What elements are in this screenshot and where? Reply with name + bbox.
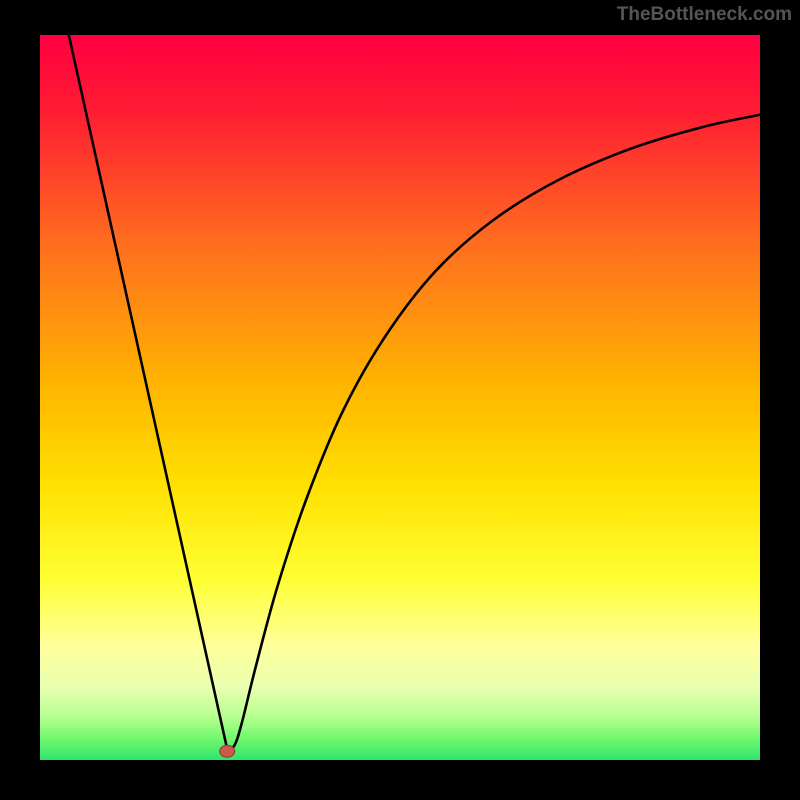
chart-svg xyxy=(0,0,800,800)
optimum-marker xyxy=(220,745,235,757)
chart-container: TheBottleneck.com xyxy=(0,0,800,800)
